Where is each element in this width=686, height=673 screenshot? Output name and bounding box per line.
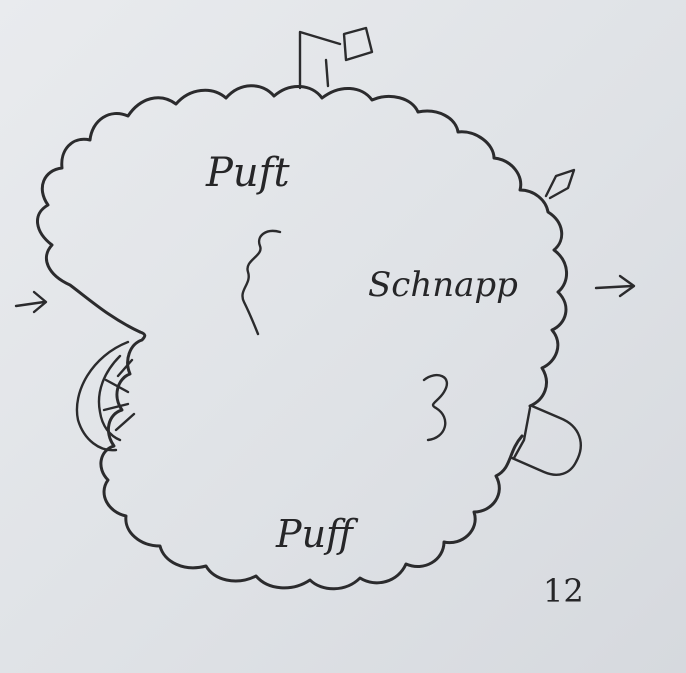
label-puff-bottom: Puff [276, 512, 353, 556]
flag-icon [298, 26, 374, 90]
cloud-outline-top [36, 84, 568, 408]
arrow-right-icon [14, 290, 48, 314]
door-icon [510, 404, 582, 476]
squiggle-mark [241, 229, 282, 336]
number-three-mark [422, 373, 448, 442]
cloud-outline-bottom [99, 330, 524, 591]
bump-icon [75, 340, 136, 452]
arrow-right-icon [594, 274, 636, 298]
page-number: 12 [543, 572, 584, 610]
label-puft-top: Puft [206, 150, 290, 196]
label-schnapp: Schnapp [368, 265, 518, 305]
chimney-icon [544, 168, 576, 200]
